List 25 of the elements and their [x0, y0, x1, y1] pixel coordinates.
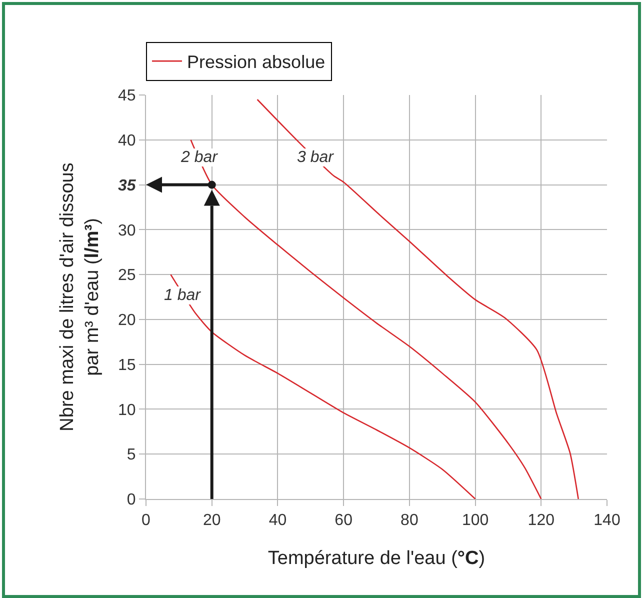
y-tick-label: 45: [118, 88, 136, 105]
y-tick-label: 35: [118, 177, 137, 194]
y-tick-label: 30: [118, 222, 136, 240]
x-tick-label: 80: [400, 512, 418, 530]
x-tick-label: 60: [334, 512, 353, 530]
x-tick-label: 100: [462, 512, 489, 530]
y-tick-label: 5: [126, 446, 136, 464]
annotation: 2 bar: [180, 149, 218, 166]
y-tick-label: 20: [118, 312, 136, 330]
y-tick-label: 25: [118, 267, 136, 284]
x-tick-label: 0: [142, 512, 151, 530]
line-series: [170, 274, 476, 499]
x-axis-title: Température de l'eau (°C): [268, 548, 486, 569]
y-tick-label: 40: [118, 132, 136, 150]
line-series: [256, 98, 579, 499]
annotation: 1 bar: [164, 287, 202, 304]
x-tick-label: 120: [528, 512, 555, 530]
y-tick-label: 15: [118, 356, 136, 374]
x-tick-label: 20: [202, 512, 221, 530]
x-tick-label: 140: [594, 512, 620, 530]
x-tick-label: 40: [268, 512, 287, 530]
legend-label: Pression absolue: [187, 52, 326, 72]
y-tick-label: 10: [118, 402, 136, 419]
y-tick-label: 0: [126, 492, 136, 509]
annotation: 3 bar: [297, 149, 334, 166]
